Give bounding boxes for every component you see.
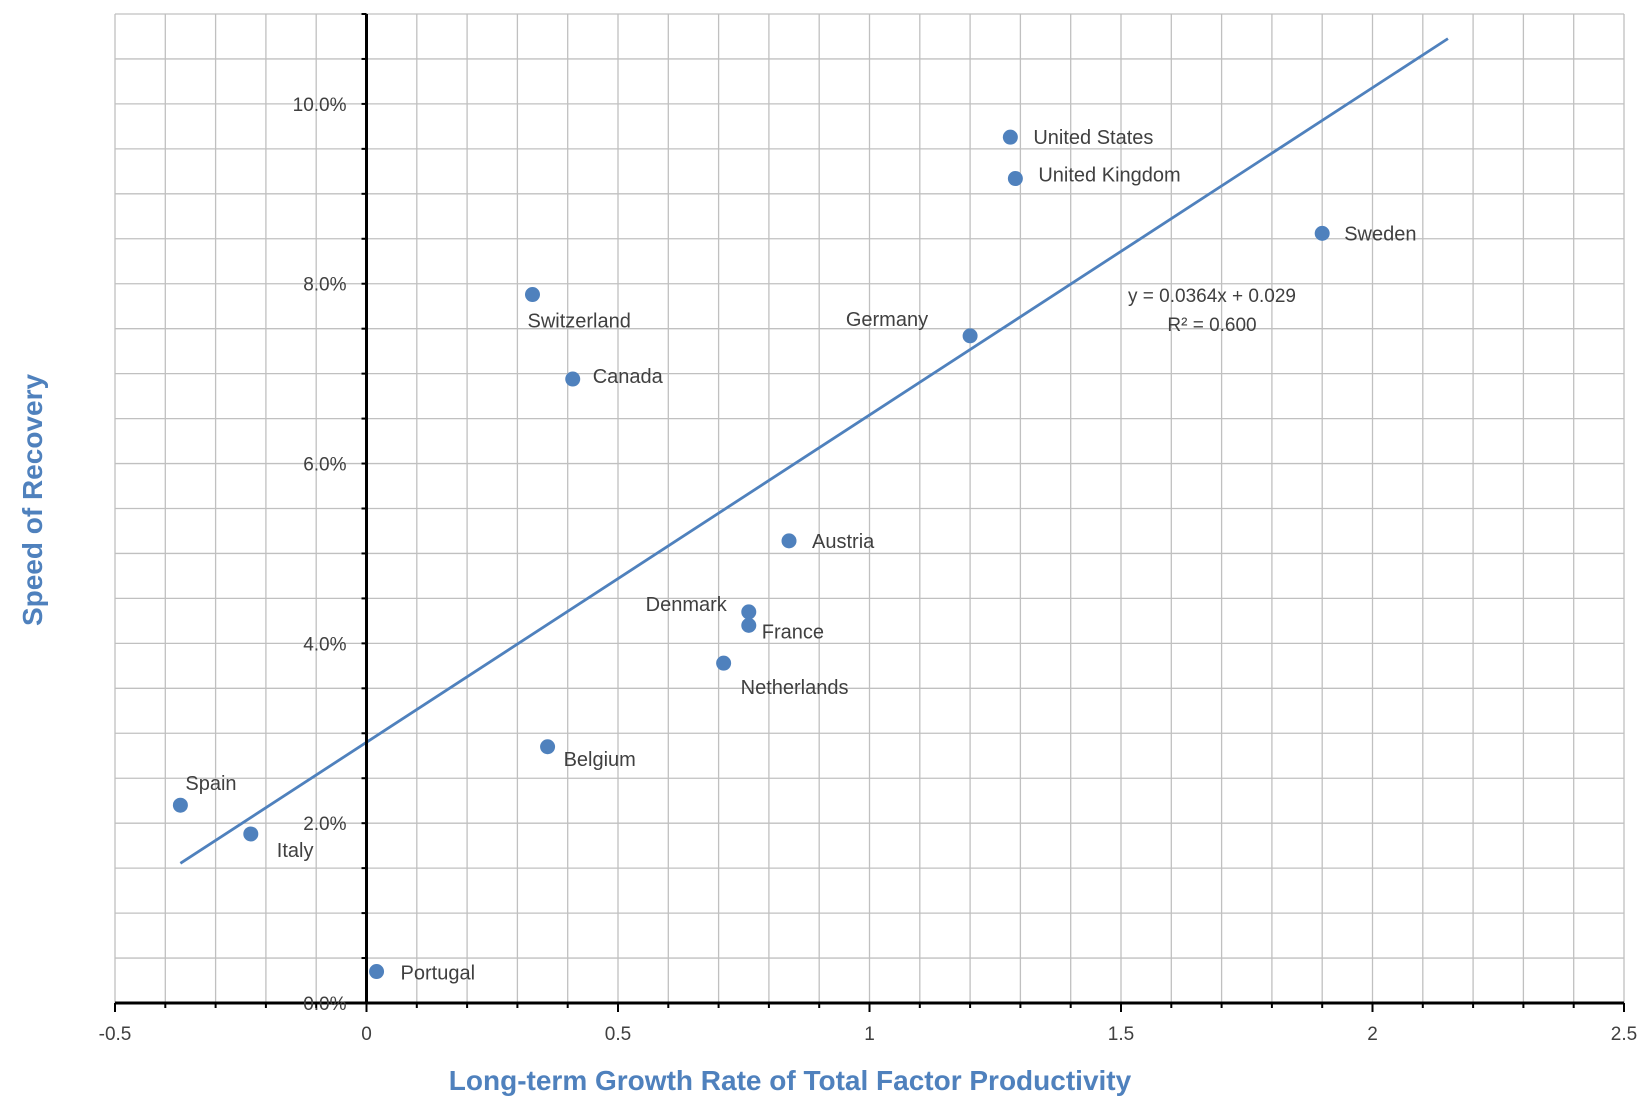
data-point [540, 739, 556, 755]
point-label: Switzerland [527, 311, 630, 333]
data-point [1314, 225, 1330, 241]
point-label: United Kingdom [1038, 165, 1180, 187]
trendline-r2: R² = 0.600 [1167, 315, 1256, 336]
x-axis-title: Long-term Growth Rate of Total Factor Pr… [449, 1065, 1132, 1096]
data-point [741, 617, 757, 633]
x-tick-label: 1 [864, 1024, 875, 1045]
point-label: Netherlands [741, 677, 849, 699]
data-point [243, 826, 259, 842]
x-tick-label: 2.5 [1611, 1024, 1637, 1045]
trendline-equation: y = 0.0364x + 0.029 [1128, 286, 1296, 307]
y-tick-label: 10.0% [293, 95, 347, 116]
point-label: Spain [185, 773, 236, 795]
point-label: Italy [277, 840, 314, 862]
point-label: Portugal [401, 963, 476, 985]
grid-lines [114, 13, 1625, 1004]
trendline [179, 37, 1449, 865]
point-labels-group: United States United Kingdom Sweden Germany… [185, 127, 1416, 984]
data-point [716, 655, 732, 671]
axes-group: 0.0% 2.0% 4.0% 6.0% 8.0% 10.0% -0.5 0 0.5 1 1.5 2 2.… [99, 13, 1637, 1045]
x-tick-label: 1.5 [1108, 1024, 1134, 1045]
data-point [741, 604, 757, 620]
data-point [1002, 129, 1018, 145]
data-point [565, 371, 581, 387]
x-tick-label: -0.5 [99, 1024, 132, 1045]
data-point [1007, 171, 1023, 187]
data-points-group [172, 129, 1330, 980]
point-label: Germany [846, 309, 928, 331]
y-tick-label: 4.0% [303, 634, 346, 655]
data-point [962, 328, 978, 344]
y-tick-label: 2.0% [303, 814, 346, 835]
y-tick-label: 6.0% [303, 455, 346, 476]
trendline-group [179, 37, 1449, 865]
point-label: United States [1033, 127, 1153, 149]
point-label: Sweden [1344, 223, 1416, 245]
point-label: Austria [812, 531, 875, 553]
point-label: Denmark [646, 594, 728, 616]
y-tick-label: 8.0% [303, 275, 346, 296]
data-point [369, 964, 385, 980]
data-point [172, 797, 188, 813]
y-tick-label: 0.0% [303, 994, 346, 1015]
y-axis-title: Speed of Recovery [17, 374, 48, 627]
data-point [781, 533, 797, 549]
point-label: Canada [593, 366, 664, 388]
x-tick-label: 2 [1367, 1024, 1378, 1045]
point-label: France [762, 621, 824, 643]
point-label: Belgium [564, 749, 636, 771]
x-tick-label: 0 [361, 1024, 372, 1045]
x-tick-label: 0.5 [605, 1024, 631, 1045]
data-point [524, 287, 540, 303]
